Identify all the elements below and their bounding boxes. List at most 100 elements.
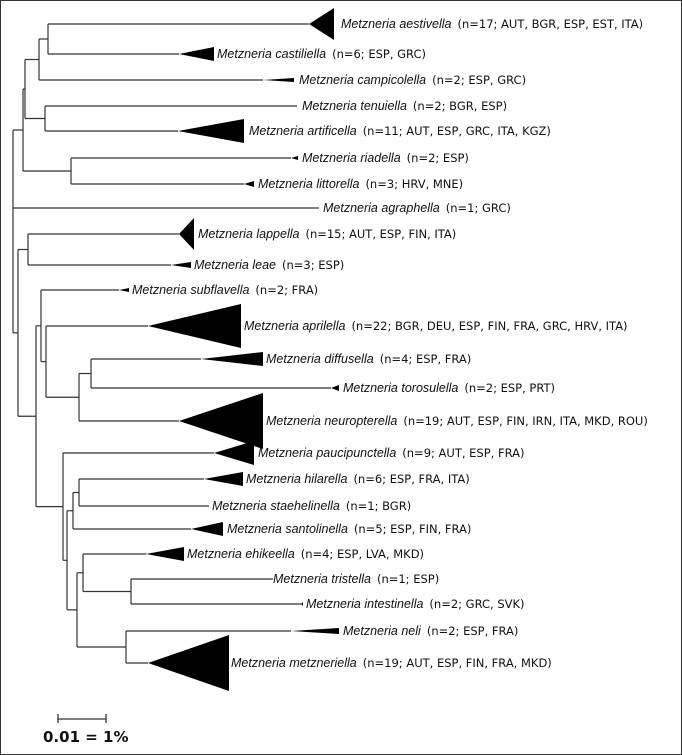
clade-label: Metzneria aprilella (n=22; BGR, DEU, ESP,… bbox=[244, 319, 628, 333]
sample-info: (n=5; ESP, FIN, FRA) bbox=[354, 522, 471, 536]
species-name: Metzneria leae bbox=[194, 258, 276, 272]
clade-diffusella: Metzneria diffusella (n=4; ESP, FRA) bbox=[201, 352, 471, 366]
collapsed-clade-triangle bbox=[146, 547, 184, 561]
clade-castiliella: Metzneria castiliella (n=6; ESP, GRC) bbox=[179, 47, 426, 61]
collapsed-clade-triangle bbox=[148, 635, 229, 691]
sample-info: (n=1; GRC) bbox=[446, 201, 511, 215]
sample-info: (n=19; AUT, ESP, FIN, FRA, MKD) bbox=[363, 656, 552, 670]
collapsed-clade-triangle bbox=[191, 522, 223, 536]
species-name: Metzneria diffusella bbox=[266, 352, 374, 366]
sample-info: (n=4; ESP, LVA, MKD) bbox=[301, 547, 424, 561]
clade-aprilella: Metzneria aprilella (n=22; BGR, DEU, ESP,… bbox=[148, 304, 628, 348]
species-name: Metzneria hilarella bbox=[246, 472, 347, 486]
clade-label: Metzneria campicolella (n=2; ESP, GRC) bbox=[299, 73, 526, 87]
clade-label: Metzneria agraphella (n=1; GRC) bbox=[323, 201, 511, 215]
species-name: Metzneria campicolella bbox=[299, 73, 426, 87]
clade-label: Metzneria torosulella (n=2; ESP, PRT) bbox=[343, 381, 555, 395]
species-name: Metzneria castiliella bbox=[217, 47, 326, 61]
species-name: Metzneria aprilella bbox=[244, 319, 345, 333]
clade-label: Metzneria subflavella (n=2; FRA) bbox=[132, 283, 318, 297]
collapsed-clade-triangle bbox=[179, 218, 194, 250]
collapsed-clade-triangle bbox=[204, 472, 243, 486]
sample-info: (n=15; AUT, ESP, FIN, ITA) bbox=[305, 227, 456, 241]
clade-ehikeella: Metzneria ehikeella (n=4; ESP, LVA, MKD) bbox=[146, 547, 424, 561]
species-name: Metzneria tenuiella bbox=[302, 99, 407, 113]
sample-info: (n=9; AUT, ESP, FRA) bbox=[402, 446, 524, 460]
clade-leae: Metzneria leae (n=3; ESP) bbox=[171, 258, 344, 272]
clade-littorella: Metzneria littorella (n=3; HRV, MNE) bbox=[244, 177, 463, 191]
collapsed-clade-triangle bbox=[119, 288, 129, 292]
clade-label: Metzneria tristella (n=1; ESP) bbox=[273, 572, 439, 586]
collapsed-clade-triangle bbox=[201, 352, 263, 366]
clade-label: Metzneria neli (n=2; ESP, FRA) bbox=[343, 624, 518, 638]
clade-label: Metzneria leae (n=3; ESP) bbox=[194, 258, 344, 272]
clade-santolinella: Metzneria santolinella (n=5; ESP, FIN, FR… bbox=[191, 522, 471, 536]
species-name: Metzneria littorella bbox=[258, 177, 359, 191]
clade-staehelinella: Metzneria staehelinella (n=1; BGR) bbox=[212, 499, 411, 513]
scale-bar: 0.01 = 1% bbox=[43, 714, 129, 746]
collapsed-clade-triangle bbox=[179, 393, 263, 449]
species-name: Metzneria ehikeella bbox=[187, 547, 295, 561]
collapsed-clade-triangle bbox=[179, 47, 214, 61]
sample-info: (n=4; ESP, FRA) bbox=[380, 352, 472, 366]
clade-label: Metzneria ehikeella (n=4; ESP, LVA, MKD) bbox=[187, 547, 424, 561]
collapsed-clade-triangle bbox=[309, 8, 334, 40]
clade-label: Metzneria castiliella (n=6; ESP, GRC) bbox=[217, 47, 426, 61]
sample-info: (n=2; ESP, GRC) bbox=[432, 73, 526, 87]
clade-paucipunctella: Metzneria paucipunctella (n=9; AUT, ESP, … bbox=[214, 441, 524, 465]
clade-tenuiella: Metzneria tenuiella (n=2; BGR, ESP) bbox=[302, 99, 507, 113]
species-name: Metzneria paucipunctella bbox=[258, 446, 396, 460]
clade-hilarella: Metzneria hilarella (n=6; ESP, FRA, ITA) bbox=[204, 472, 470, 486]
clade-metzneriella: Metzneria metzneriella (n=19; AUT, ESP, F… bbox=[148, 635, 552, 691]
sample-info: (n=19; AUT, ESP, FIN, IRN, ITA, MKD, ROU… bbox=[403, 414, 648, 428]
clade-aestivella: Metzneria aestivella (n=17; AUT, BGR, ESP… bbox=[309, 8, 643, 40]
collapsed-clade-triangle bbox=[214, 441, 254, 465]
clade-artificella: Metzneria artificella (n=11; AUT, ESP, GR… bbox=[178, 119, 551, 143]
clade-label: Metzneria metzneriella (n=19; AUT, ESP, F… bbox=[231, 656, 552, 670]
clade-label: Metzneria aestivella (n=17; AUT, BGR, ESP… bbox=[341, 17, 643, 31]
sample-info: (n=2; ESP, PRT) bbox=[464, 381, 555, 395]
clade-intestinella: Metzneria intestinella (n=2; GRC, SVK) bbox=[301, 597, 525, 611]
species-name: Metzneria intestinella bbox=[306, 597, 423, 611]
sample-info: (n=2; ESP, FRA) bbox=[427, 624, 519, 638]
branches bbox=[12, 23, 331, 664]
species-name: Metzneria tristella bbox=[273, 572, 371, 586]
scale-bar-label: 0.01 = 1% bbox=[43, 728, 129, 746]
clade-label: Metzneria neuropterella (n=19; AUT, ESP, … bbox=[266, 414, 648, 428]
sample-info: (n=3; HRV, MNE) bbox=[365, 177, 463, 191]
clade-label: Metzneria tenuiella (n=2; BGR, ESP) bbox=[302, 99, 507, 113]
clade-riadella: Metzneria riadella (n=2; ESP) bbox=[291, 151, 469, 165]
species-name: Metzneria neli bbox=[343, 624, 422, 638]
clade-neuropterella: Metzneria neuropterella (n=19; AUT, ESP, … bbox=[179, 393, 648, 449]
sample-info: (n=11; AUT, ESP, GRC, ITA, KGZ) bbox=[363, 124, 551, 138]
clade-tristella: Metzneria tristella (n=1; ESP) bbox=[273, 572, 439, 586]
species-name: Metzneria agraphella bbox=[323, 201, 440, 215]
collapsed-clade-triangle bbox=[178, 119, 244, 143]
clade-lappella: Metzneria lappella (n=15; AUT, ESP, FIN, … bbox=[179, 218, 456, 250]
sample-info: (n=2; BGR, ESP) bbox=[413, 99, 507, 113]
clade-label: Metzneria hilarella (n=6; ESP, FRA, ITA) bbox=[246, 472, 470, 486]
clade-agraphella: Metzneria agraphella (n=1; GRC) bbox=[323, 201, 511, 215]
collapsed-clade-triangle bbox=[291, 628, 339, 634]
species-name: Metzneria aestivella bbox=[341, 17, 452, 31]
clade-torosulella: Metzneria torosulella (n=2; ESP, PRT) bbox=[331, 381, 555, 395]
collapsed-clade-triangle bbox=[171, 262, 191, 268]
sample-info: (n=2; FRA) bbox=[255, 283, 318, 297]
species-name: Metzneria subflavella bbox=[132, 283, 249, 297]
species-name: Metzneria riadella bbox=[302, 151, 401, 165]
species-name: Metzneria lappella bbox=[198, 227, 299, 241]
collapsed-clade-triangle bbox=[301, 602, 303, 606]
sample-info: (n=2; GRC, SVK) bbox=[429, 597, 524, 611]
sample-info: (n=2; ESP) bbox=[407, 151, 469, 165]
sample-info: (n=1; BGR) bbox=[346, 499, 411, 513]
collapsed-clade-triangle bbox=[244, 181, 254, 187]
species-name: Metzneria metzneriella bbox=[231, 656, 357, 670]
species-name: Metzneria santolinella bbox=[227, 522, 348, 536]
species-name: Metzneria torosulella bbox=[343, 381, 458, 395]
sample-info: (n=22; BGR, DEU, ESP, FIN, FRA, GRC, HRV… bbox=[351, 319, 627, 333]
clade-label: Metzneria staehelinella (n=1; BGR) bbox=[212, 499, 411, 513]
clade-subflavella: Metzneria subflavella (n=2; FRA) bbox=[119, 283, 318, 297]
collapsed-clade-triangle bbox=[148, 304, 241, 348]
